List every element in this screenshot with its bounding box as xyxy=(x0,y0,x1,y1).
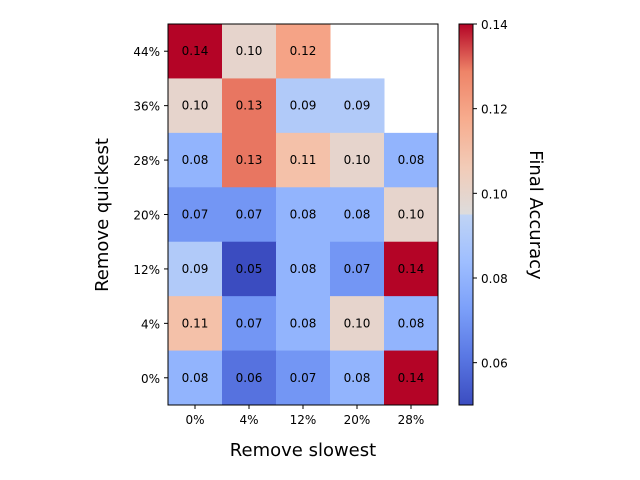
heatmap-cell xyxy=(276,296,331,352)
colorbar-tick-label: 0.06 xyxy=(481,357,508,371)
heatmap-cell xyxy=(330,296,385,352)
cell-value-label: 0.14 xyxy=(182,44,209,58)
cell-value-label: 0.07 xyxy=(182,208,209,222)
x-tick-label: 0% xyxy=(185,413,204,427)
heatmap-cell xyxy=(168,187,223,243)
cell-value-label: 0.11 xyxy=(290,153,317,167)
x-tick-label: 4% xyxy=(239,413,258,427)
y-tick-label: 4% xyxy=(141,317,160,331)
colorbar-tick-label: 0.12 xyxy=(481,103,508,117)
heatmap-cell xyxy=(222,296,277,352)
heatmap-cell xyxy=(276,24,331,79)
colorbar-tick-label: 0.14 xyxy=(481,18,508,32)
cell-value-label: 0.09 xyxy=(182,262,209,276)
x-tick-label: 20% xyxy=(344,413,371,427)
colorbar-ticks: 0.06 0.08 0.10 0.12 0.14 xyxy=(473,18,508,371)
cell-value-label: 0.10 xyxy=(398,208,425,222)
heatmap-cell xyxy=(330,78,385,134)
cell-value-label: 0.10 xyxy=(344,316,371,330)
cell-value-label: 0.06 xyxy=(236,371,263,385)
y-axis-label: Remove quickest xyxy=(92,138,113,292)
cell-value-label: 0.07 xyxy=(344,262,371,276)
cell-value-label: 0.08 xyxy=(182,153,209,167)
heatmap-cell xyxy=(276,241,331,297)
cell-value-label: 0.07 xyxy=(290,371,317,385)
heatmap-cell xyxy=(168,78,223,134)
cell-value-label: 0.10 xyxy=(236,44,263,58)
heatmap-cell xyxy=(222,187,277,243)
colorbar-tick-label: 0.10 xyxy=(481,187,508,201)
heatmap-cell xyxy=(330,241,385,297)
heatmap-cell xyxy=(168,296,223,352)
cell-value-label: 0.08 xyxy=(182,371,209,385)
cell-value-label: 0.08 xyxy=(290,316,317,330)
cell-value-label: 0.05 xyxy=(236,262,263,276)
cell-value-label: 0.09 xyxy=(344,99,371,113)
heatmap-cell xyxy=(330,350,385,406)
y-tick-label: 20% xyxy=(133,209,160,223)
heatmap-cells: 0.14 0.10 0.12 0.10 0.13 0.09 0.09 0.08 0.13 0.11… xyxy=(168,24,439,406)
cell-value-label: 0.07 xyxy=(236,208,263,222)
heatmap-cell xyxy=(384,296,439,352)
cell-value-label: 0.08 xyxy=(398,316,425,330)
heatmap-cell xyxy=(384,132,439,188)
cell-value-label: 0.14 xyxy=(398,371,425,385)
cell-value-label: 0.08 xyxy=(290,208,317,222)
y-tick-label: 28% xyxy=(133,154,160,168)
heatmap-cell xyxy=(384,350,439,406)
heatmap-cell xyxy=(384,241,439,297)
cell-value-label: 0.14 xyxy=(398,262,425,276)
heatmap-cell xyxy=(276,350,331,406)
cell-value-label: 0.12 xyxy=(290,44,317,58)
heatmap-cell xyxy=(330,132,385,188)
colorbar xyxy=(458,23,474,406)
y-tick-label: 0% xyxy=(141,372,160,386)
cell-value-label: 0.08 xyxy=(344,208,371,222)
heatmap-cell xyxy=(222,24,277,79)
y-axis-ticks: 44% 36% 28% 20% 12% 4% 0% xyxy=(133,45,168,386)
heatmap-cell xyxy=(168,24,223,79)
heatmap-cell xyxy=(276,78,331,134)
x-axis-label: Remove slowest xyxy=(230,440,376,461)
cell-value-label: 0.11 xyxy=(182,316,209,330)
heatmap-cell xyxy=(168,241,223,297)
y-tick-label: 36% xyxy=(133,100,160,114)
x-tick-label: 28% xyxy=(398,413,425,427)
x-tick-label: 12% xyxy=(290,413,317,427)
heatmap-cell xyxy=(222,78,277,134)
x-axis-ticks: 0% 4% 12% 20% 28% xyxy=(185,405,424,427)
y-tick-label: 12% xyxy=(133,263,160,277)
colorbar-tick-label: 0.08 xyxy=(481,272,508,286)
heatmap-cell xyxy=(276,132,331,188)
cell-value-label: 0.09 xyxy=(290,99,317,113)
y-tick-label: 44% xyxy=(133,45,160,59)
cell-value-label: 0.08 xyxy=(290,262,317,276)
heatmap-cell xyxy=(168,350,223,406)
colorbar-label: Final Accuracy xyxy=(525,150,546,280)
cell-value-label: 0.13 xyxy=(236,153,263,167)
cell-value-label: 0.08 xyxy=(398,153,425,167)
heatmap-cell xyxy=(330,187,385,243)
cell-value-label: 0.13 xyxy=(236,99,263,113)
heatmap-cell xyxy=(384,187,439,243)
heatmap-cell xyxy=(222,241,277,297)
heatmap-cell xyxy=(222,350,277,406)
heatmap-cell xyxy=(276,187,331,243)
cell-value-label: 0.10 xyxy=(344,153,371,167)
heatmap-cell xyxy=(222,132,277,188)
cell-value-label: 0.10 xyxy=(182,99,209,113)
cell-value-label: 0.08 xyxy=(344,371,371,385)
cell-value-label: 0.07 xyxy=(236,316,263,330)
heatmap-cell xyxy=(168,132,223,188)
